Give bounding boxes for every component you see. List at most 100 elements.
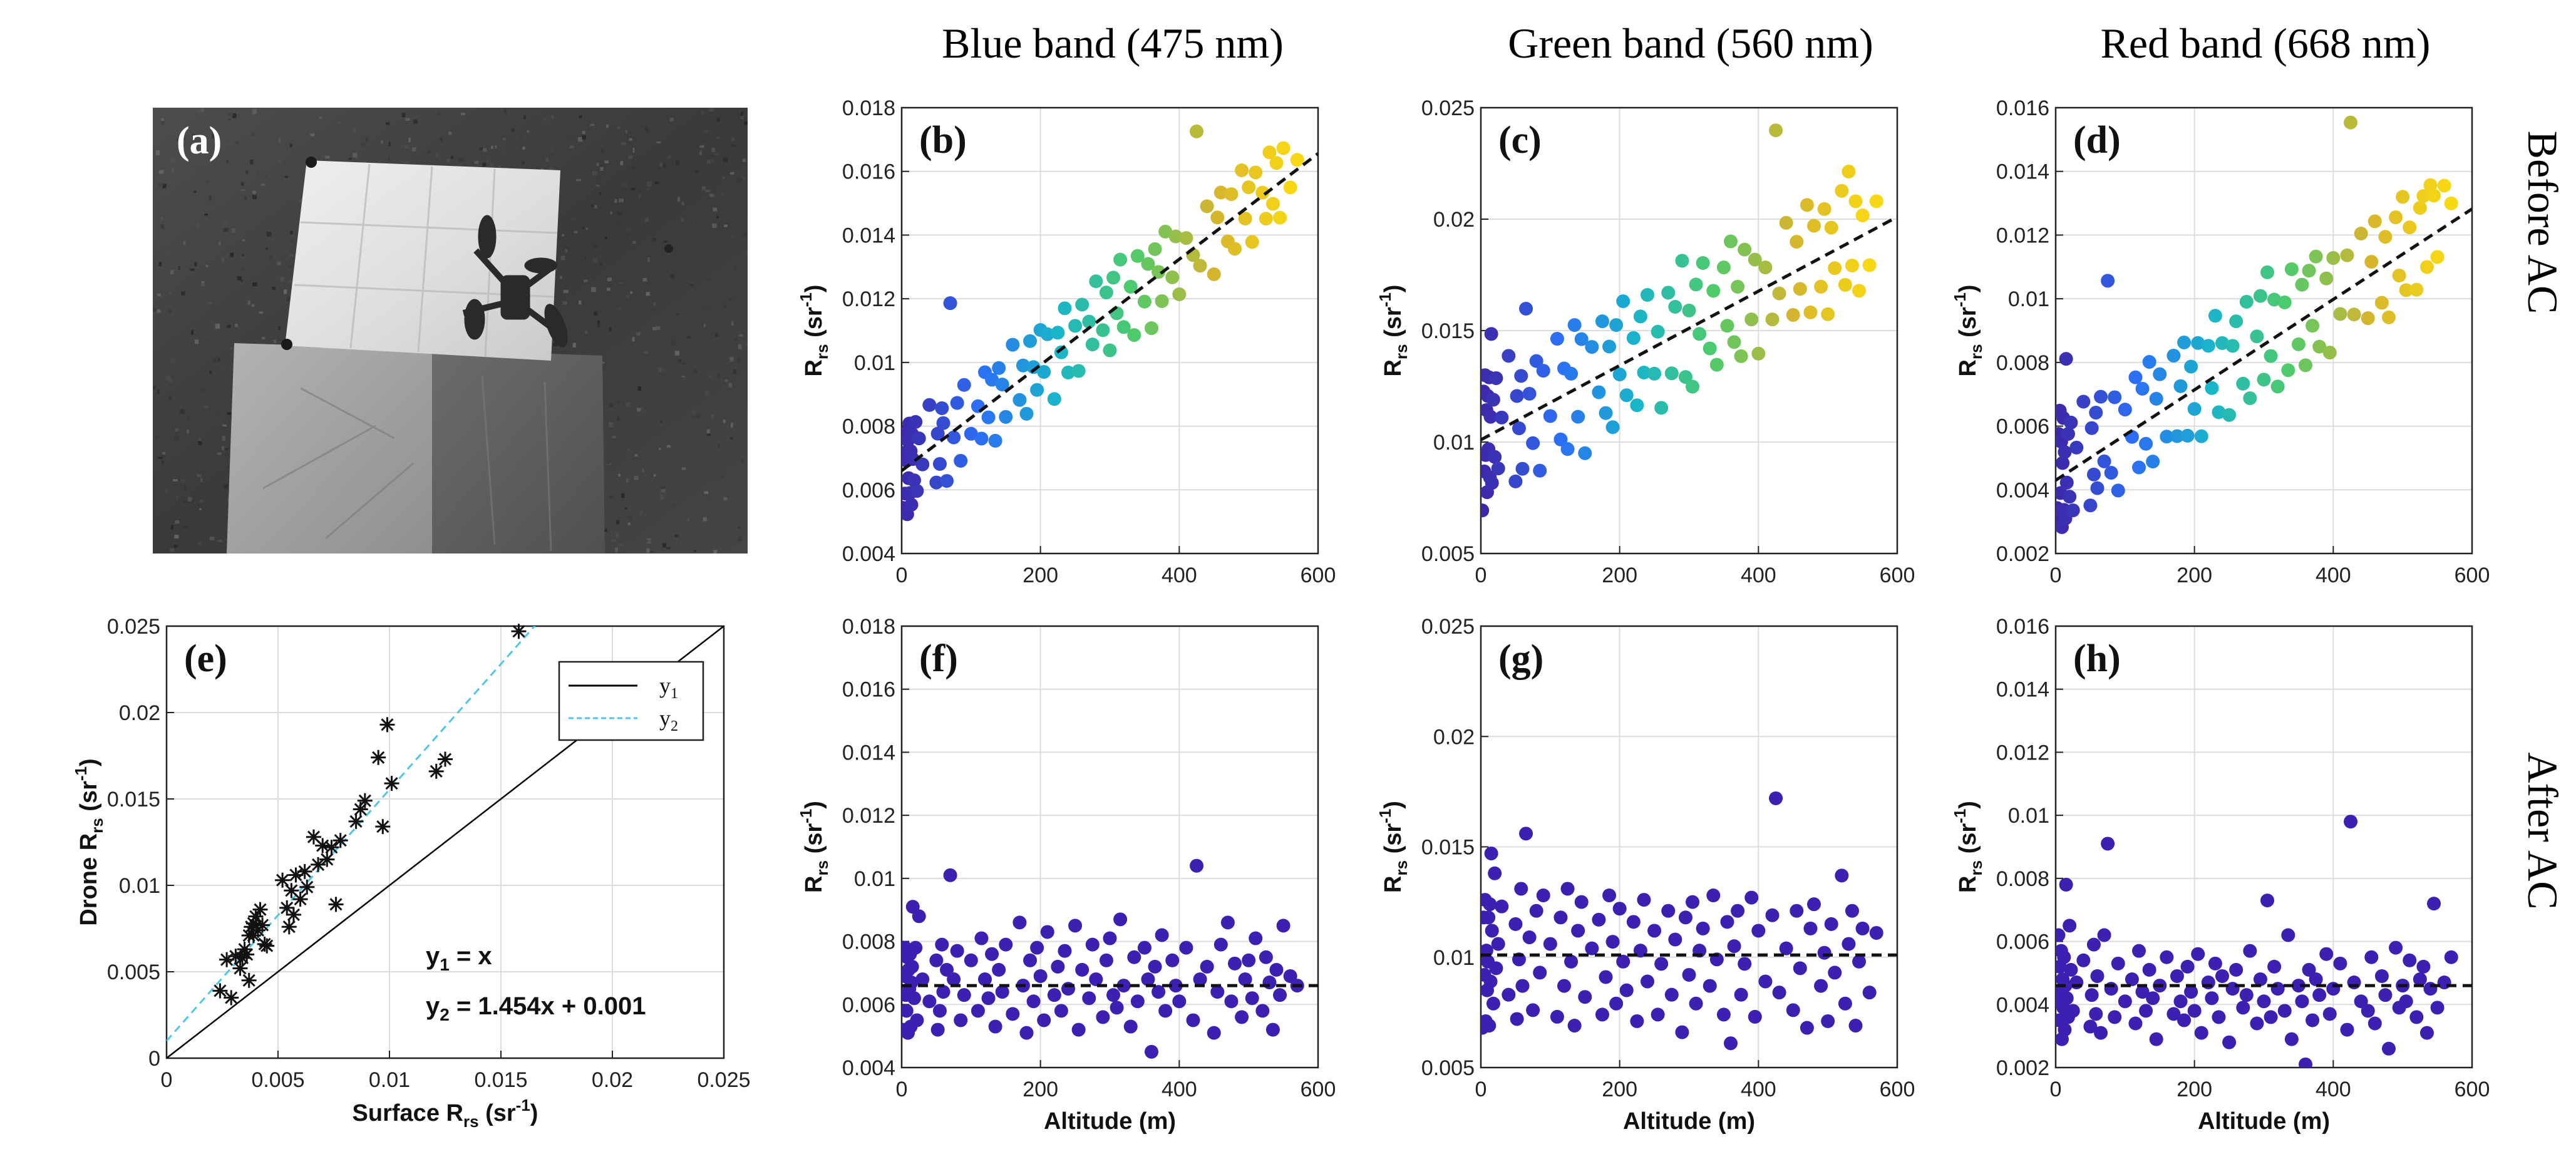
data-point — [1807, 219, 1821, 233]
data-point — [936, 416, 951, 430]
speckle — [567, 117, 572, 120]
data-point — [2291, 979, 2306, 993]
data-point — [2146, 991, 2160, 1006]
data-point — [2382, 310, 2396, 324]
speckle — [630, 291, 632, 294]
speckle — [590, 123, 595, 126]
speckle — [629, 138, 633, 141]
data-point — [1862, 258, 1877, 272]
data-point — [1486, 393, 1500, 407]
axes-frame — [165, 625, 725, 1059]
speckle — [626, 478, 629, 483]
speckle — [235, 142, 239, 144]
data-point — [511, 624, 527, 639]
speckle — [600, 262, 602, 266]
data-point — [1869, 194, 1883, 209]
data-point — [2281, 928, 2295, 942]
speckle — [584, 256, 587, 260]
speckle — [717, 373, 720, 378]
speckle — [619, 281, 624, 284]
speckle — [738, 334, 743, 337]
data-point — [2173, 379, 2188, 393]
data-point — [1193, 972, 1207, 986]
speckle — [222, 257, 224, 262]
speckle — [446, 159, 451, 163]
axes-frame — [1480, 106, 1899, 555]
data-point — [957, 378, 971, 392]
speckle — [183, 500, 187, 503]
star-stroke — [430, 765, 443, 778]
speckle — [412, 147, 416, 152]
data-point — [1242, 180, 1256, 195]
x-tick-label: 600 — [2455, 564, 2490, 587]
speckle — [550, 147, 554, 152]
data-point — [1817, 945, 1832, 960]
speckle — [585, 331, 588, 334]
speckle — [217, 358, 220, 362]
speckle — [631, 188, 636, 191]
data-point — [1748, 1009, 1762, 1024]
star-stroke — [512, 625, 525, 638]
speckle — [290, 143, 292, 148]
speckle — [677, 197, 680, 202]
data-point — [1006, 1007, 1020, 1021]
speckle — [636, 332, 641, 336]
speckle — [687, 336, 691, 339]
trend-line — [2056, 207, 2472, 482]
x-tick-label: 200 — [1023, 1078, 1058, 1101]
data-point — [1255, 185, 1270, 200]
data-point — [2215, 969, 2229, 983]
data-point — [252, 902, 268, 917]
data-point — [1172, 994, 1187, 1009]
data-point — [1210, 985, 1225, 999]
speckle — [617, 221, 622, 225]
speckle — [404, 145, 409, 149]
speckle — [215, 136, 220, 139]
data-point — [1599, 970, 1613, 984]
data-point — [2090, 969, 2105, 983]
speckle — [731, 423, 733, 428]
data-point — [1106, 988, 1121, 1002]
speckle — [657, 128, 662, 131]
data-point — [2347, 307, 2361, 322]
plot-area — [2056, 626, 2472, 1068]
data-point — [1259, 950, 1273, 964]
speckle — [483, 148, 487, 152]
data-point — [2403, 220, 2417, 235]
star-stroke — [329, 898, 343, 911]
data-point — [985, 373, 999, 387]
data-point — [2309, 249, 2323, 264]
speckle — [215, 324, 220, 329]
y-tick-label: 0.014 — [842, 224, 895, 247]
speckle — [224, 484, 229, 489]
speckle — [709, 374, 713, 378]
speckle — [405, 118, 410, 121]
column-title-blue: Blue band (475 nm) — [942, 19, 1284, 67]
data-point — [2142, 962, 2156, 977]
x-axis-label: Altitude (m) — [1044, 1108, 1176, 1135]
speckle — [435, 152, 438, 157]
y-tick-label: 0.012 — [1996, 224, 2049, 247]
data-point — [2229, 314, 2244, 329]
speckle — [230, 347, 232, 350]
data-point — [1210, 210, 1225, 225]
data-point — [1661, 904, 1676, 918]
speckle — [610, 211, 612, 215]
data-point — [1706, 888, 1721, 903]
data-point — [1259, 212, 1273, 226]
panel-label: (b) — [919, 119, 967, 162]
x-tick-label: 0 — [896, 1078, 908, 1101]
data-point — [1800, 1021, 1814, 1035]
star-stroke — [247, 929, 260, 942]
speckle — [699, 150, 703, 155]
data-point — [1536, 888, 1550, 903]
data-point — [964, 426, 978, 441]
speckle — [353, 153, 358, 158]
data-point — [1193, 259, 1207, 273]
data-point — [2260, 265, 2275, 279]
speckle — [704, 135, 706, 140]
speckle — [616, 520, 620, 525]
x-tick-label: 600 — [1880, 564, 1915, 587]
speckle — [604, 160, 609, 163]
speckle — [153, 386, 156, 389]
